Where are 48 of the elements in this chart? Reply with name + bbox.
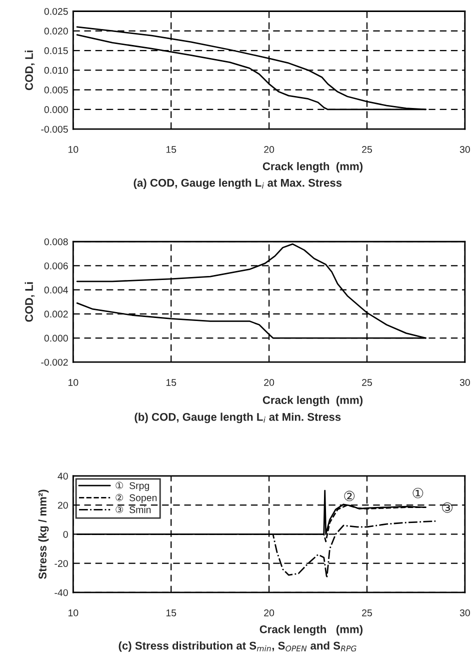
y-tick-label: -20 bbox=[54, 560, 68, 567]
y-tick-label: 0.004 bbox=[44, 286, 68, 294]
y-axis-title: COD, Li bbox=[24, 282, 35, 322]
y-tick-label: 0.008 bbox=[44, 238, 68, 246]
y-tick-label: 0.000 bbox=[44, 334, 68, 342]
x-tick-label: 15 bbox=[166, 379, 176, 386]
x-tick-label: 20 bbox=[264, 609, 274, 616]
y-tick-label: 0.015 bbox=[44, 47, 68, 54]
y-axis-title: Stress (kg / mm²) bbox=[38, 490, 49, 579]
y-tick-label: 0.000 bbox=[44, 106, 68, 114]
y-tick-label: 0.002 bbox=[44, 310, 68, 318]
x-tick-label: 30 bbox=[460, 146, 470, 153]
annotation: ② bbox=[344, 490, 355, 502]
text: (b) COD, Gauge length L$_{i}$ at Min. Stress bbox=[134, 412, 341, 424]
y-tick-label: -40 bbox=[54, 589, 68, 596]
x-tick-label: 25 bbox=[362, 379, 372, 386]
legend-label: ② Sopen bbox=[116, 494, 157, 504]
x-tick-label: 15 bbox=[166, 146, 176, 153]
y-tick-label: 0 bbox=[63, 530, 68, 538]
x-tick-label: 20 bbox=[264, 379, 274, 386]
y-tick-label: 0.005 bbox=[44, 86, 68, 94]
annotation: ① bbox=[412, 488, 424, 498]
text: (c) Stress distribution at S$_{min}$, S$_{OPEN}$ and S$_{RPG}$ bbox=[118, 641, 356, 652]
y-tick-label: -0.002 bbox=[41, 358, 68, 366]
x-tick-label: 10 bbox=[68, 609, 78, 616]
x-tick-label: 10 bbox=[68, 146, 78, 153]
x-axis-title: Crack length (mm) bbox=[262, 396, 363, 406]
legend-label: ① Srpg bbox=[116, 482, 149, 492]
legend-label: ③ Smin bbox=[116, 506, 151, 514]
y-tick-label: 0.006 bbox=[44, 262, 68, 270]
y-tick-label: 40 bbox=[58, 472, 68, 480]
x-tick-label: 30 bbox=[460, 609, 470, 616]
x-tick-label: 20 bbox=[264, 146, 274, 153]
y-tick-label: 0.025 bbox=[44, 8, 68, 15]
y-axis-title: COD, Li bbox=[24, 50, 35, 90]
annotation: ③ bbox=[442, 502, 453, 513]
x-tick-label: 30 bbox=[460, 379, 470, 386]
x-tick-label: 15 bbox=[166, 610, 176, 616]
x-tick-label: 25 bbox=[362, 609, 372, 616]
y-tick-label: 20 bbox=[58, 502, 68, 509]
y-tick-label: -0.005 bbox=[41, 126, 68, 133]
text: (a) COD, Gauge length L$_{i}$ at Max. Stress bbox=[134, 178, 342, 189]
x-tick-label: 10 bbox=[68, 379, 78, 386]
x-axis-title: Crack length (mm) bbox=[262, 162, 363, 172]
y-tick-label: 0.010 bbox=[44, 66, 68, 74]
x-axis-title: Crack length (mm) bbox=[260, 625, 363, 636]
x-tick-label: 25 bbox=[362, 146, 372, 153]
y-tick-label: 0.020 bbox=[44, 28, 68, 35]
